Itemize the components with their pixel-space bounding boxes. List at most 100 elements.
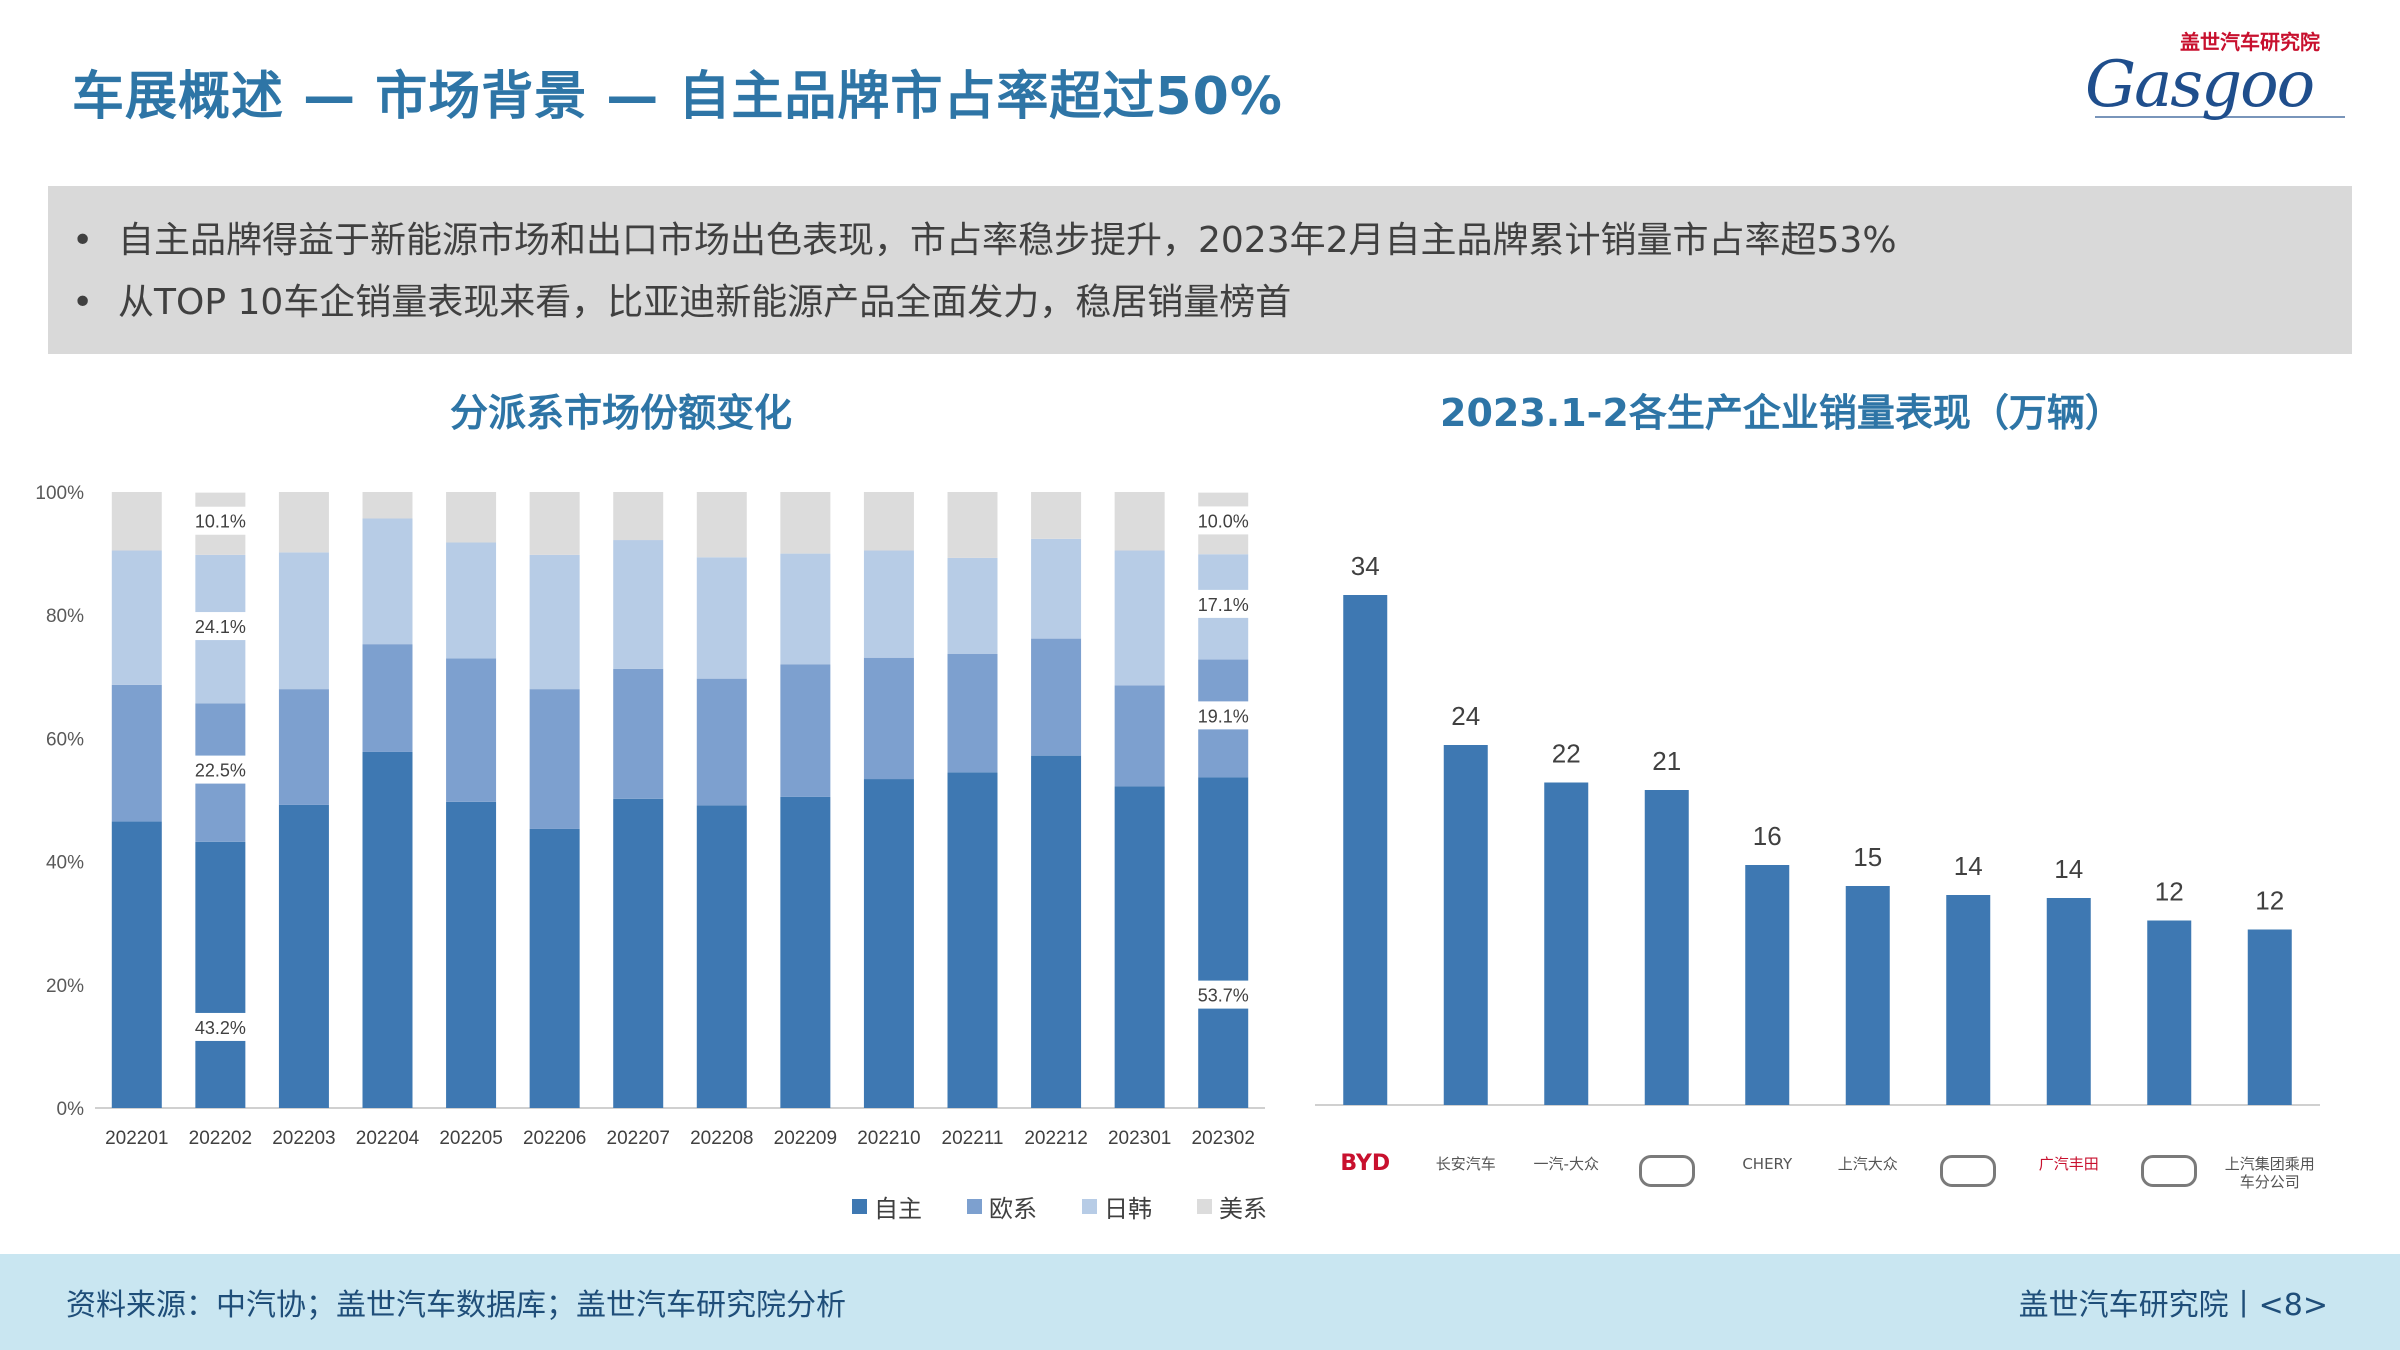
- bar-segment-202211-2: [947, 557, 998, 655]
- summary-list: 自主品牌得益于新能源市场和出口市场出色表现，市占率稳步提升，2023年2月自主品…: [48, 186, 2352, 334]
- data-label-bg: [186, 612, 255, 641]
- bar-segment-202209-2: [780, 553, 831, 665]
- sales-value-label: 34: [1351, 551, 1380, 581]
- charts-canvas: 0% 20% 40% 60% 80% 100% 202201 202202 43.2% 22.5%…: [35, 483, 2320, 1223]
- data-label: 22.5%: [195, 761, 246, 781]
- data-label-bg: [186, 506, 255, 535]
- x-tick-label: 202210: [857, 1128, 920, 1149]
- brand-logo-9: 上汽集团乘用车分公司: [2224, 1155, 2315, 1191]
- bar-segment-202210-1: [863, 657, 914, 780]
- x-tick-label: 202203: [272, 1128, 335, 1149]
- bar-segment-202208-0: [696, 805, 747, 1108]
- legend-label: 日韩: [1104, 1195, 1152, 1223]
- data-label-bg: [1189, 980, 1258, 1009]
- sales-value-label: 16: [1753, 821, 1782, 851]
- brand-logo-8: [2124, 1155, 2214, 1191]
- bar-segment-202212-2: [1031, 538, 1082, 639]
- bar-segment-202206-3: [529, 492, 580, 555]
- data-label-bg: [1189, 589, 1258, 618]
- brand-emblem-icon: [2141, 1155, 2198, 1187]
- sales-bar-上汽集团乘用车分公司: [2247, 929, 2292, 1105]
- bar-segment-202204-1: [362, 644, 413, 752]
- data-label: 10.0%: [1198, 511, 1249, 531]
- bar-segment-202205-0: [446, 801, 497, 1108]
- x-tick-label: 202202: [189, 1128, 252, 1149]
- legend-swatch: [852, 1199, 867, 1214]
- sales-value-label: 12: [2155, 877, 2184, 907]
- data-label: 24.1%: [195, 617, 246, 637]
- data-label: 43.2%: [195, 1018, 246, 1038]
- bar-segment-202209-3: [780, 492, 831, 554]
- x-tick-label: 202209: [774, 1128, 837, 1149]
- sales-bar-广汽丰田: [2046, 898, 2091, 1105]
- bar-segment-202201-2: [111, 550, 162, 685]
- x-tick-label: 202212: [1024, 1128, 1087, 1149]
- summary-box: 自主品牌得益于新能源市场和出口市场出色表现，市占率稳步提升，2023年2月自主品…: [48, 186, 2352, 354]
- bar-segment-202203-1: [278, 689, 329, 805]
- sales-bar-长安汽车: [1443, 745, 1488, 1105]
- bar-segment-202203-0: [278, 804, 329, 1108]
- bar-segment-202207-0: [613, 798, 664, 1108]
- brand-logo-6: [1923, 1155, 2013, 1191]
- bar-segment-202212-1: [1031, 638, 1082, 756]
- legend-label: 美系: [1219, 1195, 1267, 1223]
- summary-bullet-2: 从TOP 10车企销量表现来看，比亚迪新能源产品全面发力，稳居销量榜首: [72, 272, 2352, 334]
- sales-value-label: 14: [1954, 851, 1983, 881]
- legend-label: 自主: [874, 1195, 922, 1223]
- legend-swatch: [1197, 1199, 1212, 1214]
- data-label: 19.1%: [1198, 706, 1249, 726]
- data-label: 53.7%: [1198, 986, 1249, 1006]
- bar-segment-202206-1: [529, 689, 580, 829]
- legend-swatch: [967, 1199, 982, 1214]
- logo-underline: [2095, 116, 2345, 118]
- logo-word-text: Gasgoo: [2085, 48, 2315, 122]
- sales-bar-吉利: [1644, 790, 1689, 1105]
- gasgoo-logo: 盖世汽车研究院 Gasgoo: [2085, 22, 2345, 132]
- brand-logo-4: CHERY: [1742, 1155, 1793, 1173]
- y-tick-label: 40%: [46, 853, 84, 874]
- bar-segment-202211-0: [947, 772, 998, 1108]
- y-tick-label: 100%: [35, 483, 84, 504]
- sales-bar-特斯拉: [1946, 895, 1991, 1105]
- bar-segment-202208-1: [696, 678, 747, 806]
- bar-segment-202210-3: [863, 492, 914, 551]
- bar-segment-202211-3: [947, 492, 998, 558]
- bar-segment-202201-3: [111, 492, 162, 551]
- summary-bullet-1: 自主品牌得益于新能源市场和出口市场出色表现，市占率稳步提升，2023年2月自主品…: [72, 210, 2352, 272]
- bar-segment-202206-0: [529, 828, 580, 1108]
- sales-value-label: 22: [1552, 739, 1581, 769]
- bar-segment-202207-1: [613, 668, 664, 799]
- footer-bar: 资料来源：中汽协；盖世汽车数据库；盖世汽车研究院分析 盖世汽车研究院丨<8>: [0, 1254, 2400, 1350]
- x-tick-label: 202205: [439, 1128, 502, 1149]
- bar-segment-202207-3: [613, 492, 664, 541]
- bar-segment-202203-2: [278, 552, 329, 690]
- bar-segment-202301-3: [1114, 492, 1165, 551]
- bar-segment-202204-3: [362, 492, 413, 519]
- bar-segment-202210-2: [863, 550, 914, 658]
- x-tick-label: 202207: [607, 1128, 670, 1149]
- x-tick-label: 202204: [356, 1128, 420, 1149]
- brand-logo-7: 广汽丰田: [2038, 1155, 2099, 1173]
- bar-segment-202301-2: [1114, 550, 1165, 686]
- legend-label: 欧系: [989, 1195, 1037, 1223]
- bar-segment-202204-2: [362, 518, 413, 645]
- bar-segment-202211-1: [947, 654, 998, 773]
- bar-segment-202205-2: [446, 542, 497, 659]
- bar-segment-202301-0: [1114, 786, 1165, 1108]
- legend-swatch: [1082, 1199, 1097, 1214]
- logo-cn-text: 盖世汽车研究院: [2180, 30, 2320, 54]
- brand-logo-5: 上汽大众: [1837, 1155, 1898, 1173]
- sales-bar-上汽通用五菱: [2147, 920, 2192, 1105]
- bar-segment-202209-0: [780, 796, 831, 1108]
- bar-segment-202205-3: [446, 492, 497, 543]
- bar-segment-202208-2: [696, 557, 747, 679]
- bar-segment-202206-2: [529, 554, 580, 690]
- bar-segment-202212-0: [1031, 755, 1082, 1108]
- brand-logo-0: BYD: [1340, 1151, 1391, 1176]
- y-tick-label: 80%: [46, 606, 84, 627]
- y-tick-label: 0%: [57, 1099, 85, 1120]
- bar-segment-202207-2: [613, 540, 664, 669]
- sales-value-label: 14: [2054, 854, 2083, 884]
- x-tick-label: 202301: [1108, 1128, 1171, 1149]
- x-tick-label: 202208: [690, 1128, 753, 1149]
